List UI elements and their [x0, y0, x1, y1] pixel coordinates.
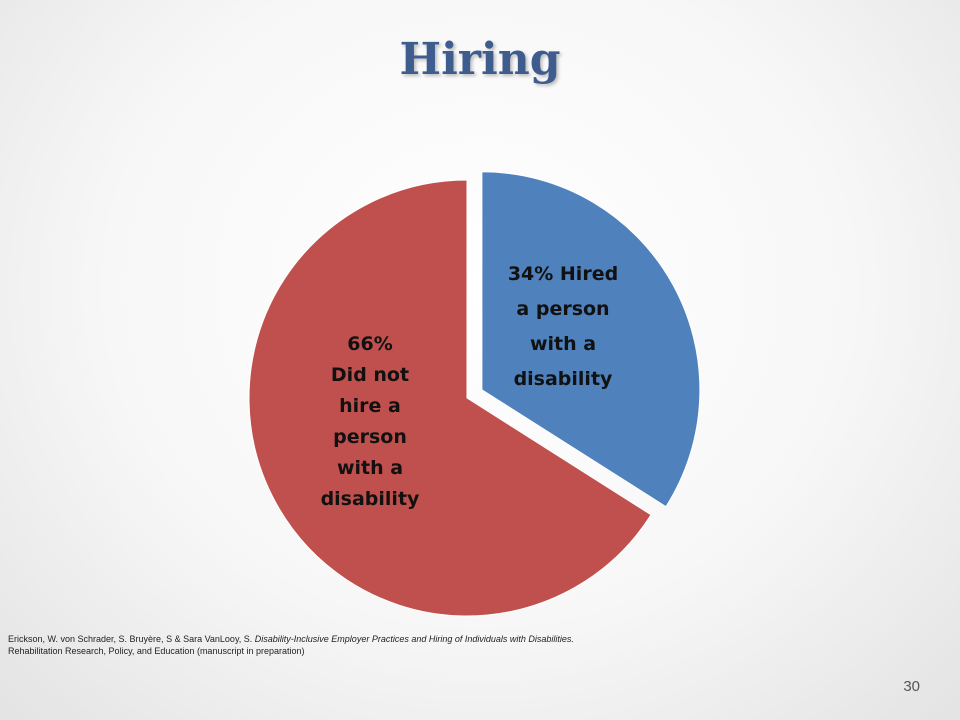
pie-slice-label-line: 66%	[347, 333, 392, 355]
pie-slice-label-line: disability	[514, 368, 613, 390]
slide-number: 30	[903, 678, 920, 695]
slide-title: Hiring	[399, 34, 561, 85]
pie-slice-label-line: with a	[530, 333, 596, 355]
citation-line-1: Erickson, W. von Schrader, S. Bruyère, S…	[8, 633, 908, 645]
pie-slice-label-line: hire a	[339, 395, 401, 417]
pie-slice-label-line: Did not	[331, 364, 409, 386]
pie-slice-label-1: 66% Did not hire a person with a disability	[321, 333, 420, 510]
pie-slice-label-line: disability	[321, 488, 420, 510]
pie-slice-label-line: person	[333, 426, 407, 448]
pie-slice-label-line: a person	[516, 298, 609, 320]
pie-slice-1	[248, 179, 652, 617]
pie-slice-label-0: 34% Hired a person with a disability	[508, 263, 618, 390]
pie-slice-0	[481, 171, 701, 508]
citation: Erickson, W. von Schrader, S. Bruyère, S…	[8, 633, 908, 657]
citation-journal: Rehabilitation Research, Policy, and Edu…	[8, 646, 305, 656]
pie-slice-label-line: 34% Hired	[508, 263, 618, 285]
pie-slice-label-line: with a	[337, 457, 403, 479]
citation-authors: Erickson, W. von Schrader, S. Bruyère, S…	[8, 634, 255, 644]
citation-title: Disability-Inclusive Employer Practices …	[254, 634, 574, 644]
